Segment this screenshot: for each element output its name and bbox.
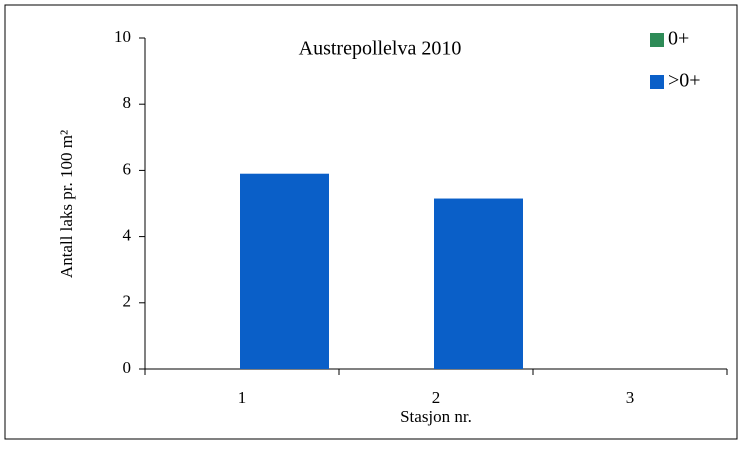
y-tick-label: 0 <box>123 358 132 377</box>
y-tick-label: 4 <box>123 226 132 245</box>
legend-label: 0+ <box>668 28 689 50</box>
x-axis-label: Stasjon nr. <box>400 407 472 426</box>
x-tick-label: 3 <box>626 388 635 407</box>
bar <box>434 198 523 369</box>
y-tick-label: 6 <box>123 159 132 178</box>
x-tick-label: 1 <box>238 388 247 407</box>
y-tick-label: 2 <box>123 292 132 311</box>
bar <box>240 173 329 369</box>
x-tick-label: 2 <box>432 388 441 407</box>
y-tick-label: 8 <box>123 93 132 112</box>
chart-title: Austrepollelva 2010 <box>299 38 462 60</box>
legend-swatch <box>650 33 664 47</box>
chart-border <box>4 4 738 440</box>
y-tick-label: 10 <box>114 27 131 46</box>
y-axis-label: Antall laks pr. 100 m² <box>57 130 76 278</box>
legend-label: >0+ <box>668 70 701 92</box>
legend-swatch <box>650 75 664 89</box>
